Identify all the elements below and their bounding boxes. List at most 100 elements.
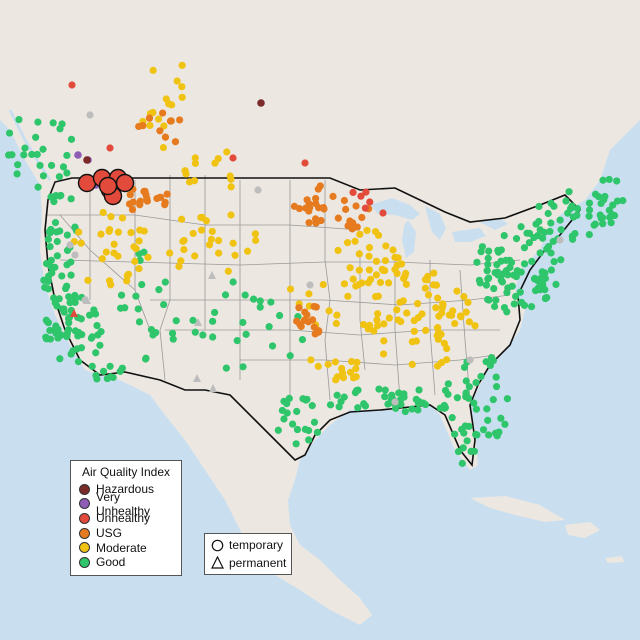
monitor-marker xyxy=(265,323,273,331)
monitor-marker xyxy=(135,250,143,258)
monitor-marker xyxy=(444,380,452,388)
monitor-marker xyxy=(605,175,613,184)
monitor-marker xyxy=(439,300,447,308)
monitor-marker xyxy=(395,389,403,397)
monitor-marker xyxy=(99,367,108,375)
monitor-marker xyxy=(129,198,137,206)
monitor-marker xyxy=(94,331,102,339)
monitor-marker xyxy=(352,365,360,373)
monitor-marker xyxy=(537,274,545,282)
legend-item-usg: USG xyxy=(77,526,175,541)
monitor-marker xyxy=(208,227,216,236)
monitor-marker xyxy=(421,275,430,284)
monitor-marker xyxy=(460,363,469,371)
monitor-marker xyxy=(293,407,301,416)
monitor-marker xyxy=(295,304,303,312)
monitor-marker xyxy=(352,387,361,395)
monitor-marker xyxy=(231,251,239,259)
monitor-marker xyxy=(127,228,135,237)
monitor-marker xyxy=(535,202,543,211)
monitor-marker xyxy=(520,260,529,268)
monitor-marker xyxy=(451,319,459,328)
monitor-marker xyxy=(221,291,230,299)
great-lakes xyxy=(370,198,508,258)
monitor-marker xyxy=(489,356,497,365)
monitor-marker xyxy=(98,255,106,263)
monitor-marker xyxy=(229,154,237,162)
monitor-type-legend: temporary permanent xyxy=(204,533,292,575)
monitor-marker xyxy=(59,163,68,171)
monitor-marker xyxy=(497,414,505,422)
monitor-marker xyxy=(358,279,366,287)
monitor-marker xyxy=(380,337,388,345)
monitor-marker xyxy=(14,161,22,169)
monitor-marker xyxy=(538,234,547,242)
monitor-marker xyxy=(422,326,430,334)
legend-item-moderate: Moderate xyxy=(77,540,175,555)
monitor-marker xyxy=(373,316,381,324)
monitor-marker xyxy=(516,288,524,296)
monitor-marker xyxy=(45,227,54,235)
monitor-marker xyxy=(402,269,410,277)
monitor-marker xyxy=(490,284,498,293)
monitor-marker xyxy=(370,327,378,335)
monitor-marker xyxy=(222,364,230,372)
monitor-marker xyxy=(288,420,297,428)
monitor-marker xyxy=(484,416,492,424)
monitor-marker xyxy=(226,172,234,180)
monitor-marker xyxy=(316,182,324,190)
monitor-marker xyxy=(376,278,385,287)
monitor-marker xyxy=(63,261,71,269)
monitor-marker xyxy=(178,93,186,101)
monitor-marker xyxy=(351,237,359,245)
monitor-marker xyxy=(75,228,83,236)
monitor-marker xyxy=(301,308,309,316)
monitor-marker xyxy=(160,300,168,309)
monitor-marker xyxy=(41,283,49,292)
monitor-marker xyxy=(421,400,430,409)
hazardous-swatch-icon xyxy=(79,483,90,495)
monitor-marker xyxy=(397,260,406,268)
monitor-marker xyxy=(63,231,71,239)
monitor-marker xyxy=(544,209,552,218)
monitor-marker xyxy=(233,336,241,345)
monitor-marker xyxy=(209,384,217,392)
monitor-marker xyxy=(68,81,76,89)
monitor-marker xyxy=(33,150,41,159)
monitor-marker xyxy=(157,193,165,201)
monitor-marker xyxy=(114,228,123,236)
monitor-marker xyxy=(608,211,616,219)
monitor-marker xyxy=(154,115,163,123)
monitor-marker xyxy=(565,188,573,196)
monitor-marker xyxy=(538,268,546,276)
monitor-marker xyxy=(317,216,325,225)
monitor-marker xyxy=(413,300,422,308)
monitor-marker xyxy=(410,327,418,335)
monitor-marker xyxy=(239,318,247,327)
monitor-marker xyxy=(5,129,14,137)
monitor-marker xyxy=(613,177,621,185)
legend-item-unhealthy: Unhealthy xyxy=(77,511,175,526)
monitor-marker xyxy=(28,150,36,159)
monitor-marker xyxy=(562,197,570,205)
monitor-marker xyxy=(357,192,365,200)
monitor-marker xyxy=(451,430,459,438)
monitor-marker xyxy=(457,313,465,321)
monitor-marker xyxy=(400,393,408,401)
monitor-marker xyxy=(460,429,468,437)
monitor-marker xyxy=(470,399,478,407)
monitor-marker xyxy=(465,318,473,326)
monitor-marker xyxy=(44,235,52,243)
monitor-marker xyxy=(126,191,134,199)
monitor-marker xyxy=(503,395,512,403)
monitor-marker xyxy=(340,280,349,288)
monitor-marker xyxy=(132,245,140,253)
monitor-marker xyxy=(77,239,85,247)
monitor-marker xyxy=(39,172,48,180)
monitor-marker xyxy=(310,323,318,331)
monitor-marker xyxy=(397,317,405,326)
monitor-marker xyxy=(61,284,70,293)
monitor-marker xyxy=(305,436,313,444)
monitor-marker xyxy=(485,247,493,255)
monitor-marker xyxy=(145,114,154,122)
